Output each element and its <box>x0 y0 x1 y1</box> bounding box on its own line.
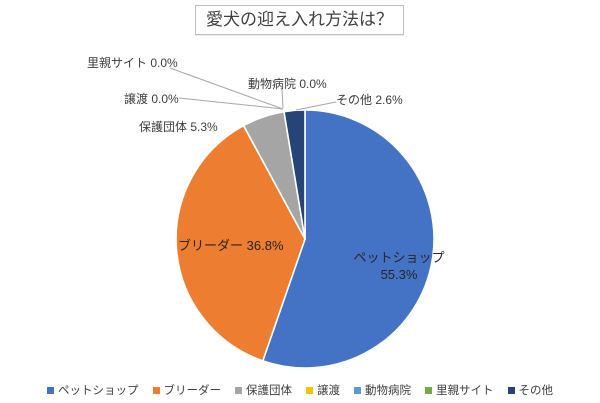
label-satooya-site-name: 里親サイト <box>87 56 148 70</box>
label-breeder-name: ブリーダー <box>178 238 244 253</box>
label-hogo-dantai-name: 保護団体 <box>139 120 188 134</box>
label-sonota-pct: 2.6% <box>375 93 403 107</box>
legend-marker-satooya-site-icon <box>425 386 432 394</box>
legend-marker-joto-icon <box>306 386 313 394</box>
legend-label-breeder: ブリーダー <box>163 385 222 397</box>
legend-marker-breeder-icon <box>152 386 160 394</box>
legend-item-joto: 譲渡 <box>306 382 340 398</box>
legend-item-petshop: ペットショップ <box>47 382 139 398</box>
pie-slice-6 <box>283 109 306 240</box>
label-satooya-site: 里親サイト 0.0% <box>87 54 178 71</box>
legend-item-satooya-site: 里親サイト <box>425 382 494 398</box>
label-doubutsu-byoin-name: 動物病院 <box>248 77 297 91</box>
legend-label-sonota: その他 <box>518 385 554 397</box>
label-breeder-pct: 36.8% <box>246 238 284 253</box>
legend-item-doubutsu-byoin: 動物病院 <box>354 382 411 398</box>
label-petshop-pct: 55.3% <box>380 267 418 282</box>
label-joto: 譲渡 0.0% <box>124 90 179 107</box>
label-petshop: ペットショップ 55.3% <box>346 249 452 283</box>
legend-marker-petshop-icon <box>47 386 54 394</box>
legend-marker-hogo-dantai-icon <box>235 386 242 394</box>
label-hogo-dantai: 保護団体 5.3% <box>139 118 218 135</box>
legend-marker-doubutsu-byoin-icon <box>354 386 361 394</box>
leader-line-1 <box>178 97 284 110</box>
legend-label-petshop: ペットショップ <box>58 385 139 397</box>
leader-line-2 <box>281 88 284 109</box>
legend-label-hogo-dantai: 保護団体 <box>246 385 292 397</box>
label-sonota-name: その他 <box>336 93 373 107</box>
legend-label-doubutsu-byoin: 動物病院 <box>365 385 411 397</box>
pie-slice-1 <box>175 124 306 362</box>
label-satooya-site-pct: 0.0% <box>150 56 178 70</box>
legend: ペットショップ ブリーダー 保護団体 譲渡 動物病院 里親サイト その他 <box>0 381 600 399</box>
legend-item-hogo-dantai: 保護団体 <box>235 382 292 398</box>
label-hogo-dantai-pct: 5.3% <box>190 120 218 134</box>
label-breeder: ブリーダー 36.8% <box>178 235 284 254</box>
leader-line-3 <box>295 101 337 111</box>
legend-item-breeder: ブリーダー <box>152 382 222 398</box>
label-doubutsu-byoin: 動物病院 0.0% <box>248 75 327 92</box>
label-doubutsu-byoin-pct: 0.0% <box>299 77 327 91</box>
leader-line-0 <box>169 67 284 110</box>
label-joto-name: 譲渡 <box>124 92 149 106</box>
chart-title: 愛犬の迎え入れ方法は？ <box>195 5 404 35</box>
label-sonota: その他 2.6% <box>336 91 403 108</box>
label-petshop-name: ペットショップ <box>353 250 445 265</box>
legend-label-joto: 譲渡 <box>317 385 340 397</box>
legend-label-satooya-site: 里親サイト <box>436 385 494 397</box>
label-joto-pct: 0.0% <box>151 92 179 106</box>
legend-item-sonota: その他 <box>507 382 554 398</box>
legend-marker-sonota-icon <box>507 386 515 394</box>
